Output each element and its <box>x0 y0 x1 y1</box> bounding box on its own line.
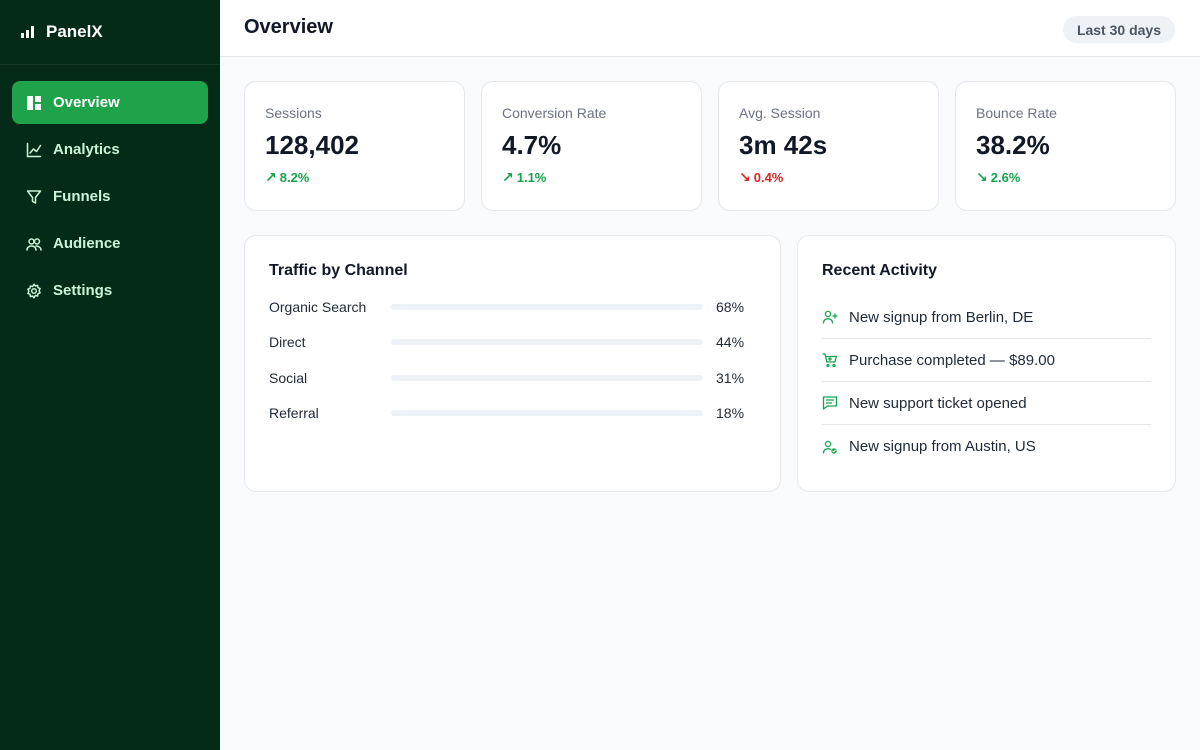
kpi-value: 128,402 <box>265 130 359 160</box>
activity-text: New signup from Austin, US <box>849 438 1036 455</box>
kpi-label: Bounce Rate <box>976 105 1057 121</box>
kpi-delta: ↘ 0.4% <box>739 169 918 186</box>
arrow-down-right-icon: ↘ <box>739 169 751 185</box>
channel-name: Social <box>269 370 308 386</box>
activity-text: New signup from Berlin, DE <box>849 308 1034 326</box>
kpi-card-conversion-rate: Conversion Rate 4.7% ↗ 1.1% <box>481 81 702 211</box>
bar-chart-icon <box>20 25 36 39</box>
panel-title: Recent Activity <box>822 262 937 279</box>
kpi-delta: ↘ 2.6% <box>976 169 1155 186</box>
kpi-label: Sessions <box>265 105 322 121</box>
kpi-card-bounce-rate: Bounce Rate 38.2% ↘ 2.6% <box>955 81 1176 211</box>
dashboard-icon <box>26 95 42 111</box>
line-chart-icon <box>26 142 42 158</box>
activity-item[interactable]: New signup from Berlin, DE <box>822 296 1151 339</box>
kpi-delta: ↗ 8.2% <box>265 169 444 186</box>
channel-name: Direct <box>269 334 306 350</box>
channel-name: Referral <box>269 405 319 421</box>
channel-row: Organic Search 68% <box>269 297 759 317</box>
kpi-card-avg-session: Avg. Session 3m 42s ↘ 0.4% <box>718 81 939 211</box>
gear-icon <box>26 282 42 299</box>
channel-percent: 18% <box>716 405 745 421</box>
sidebar-item-settings[interactable]: Settings <box>12 269 208 312</box>
cart-icon <box>822 352 838 368</box>
channel-percent: 44% <box>716 334 745 350</box>
sidebar-item-label: Funnels <box>53 188 111 205</box>
channel-bar-fill <box>391 375 488 381</box>
kpi-delta-value: 1.1% <box>516 170 547 185</box>
kpi-card-sessions: Sessions 128,402 ↗ 8.2% <box>244 81 465 211</box>
channel-row: Social 31% <box>269 368 759 388</box>
kpi-delta-value: 0.4% <box>753 170 784 185</box>
traffic-panel: Traffic by Channel Organic Search 68% Di… <box>244 235 781 492</box>
user-check-icon <box>822 439 838 455</box>
channel-percent: 68% <box>716 299 745 315</box>
sidebar-item-label: Audience <box>53 235 121 252</box>
kpi-delta-value: 2.6% <box>990 170 1021 185</box>
channel-bar <box>391 410 703 416</box>
kpi-value: 38.2% <box>976 130 1050 160</box>
channel-bar <box>391 339 703 345</box>
kpi-value: 3m 42s <box>739 130 828 160</box>
activity-text: New support ticket opened <box>849 394 1027 412</box>
kpi-label: Avg. Session <box>739 105 821 121</box>
channel-row: Referral 18% <box>269 403 759 423</box>
kpi-delta: ↗ 1.1% <box>502 169 681 186</box>
sidebar-item-analytics[interactable]: Analytics <box>12 128 208 171</box>
sidebar: PanelX Overview Analytics <box>0 0 220 750</box>
sidebar-item-label: Settings <box>53 282 113 299</box>
activity-item[interactable]: New support ticket opened <box>822 382 1151 425</box>
users-icon <box>26 236 42 252</box>
page-title: Overview <box>244 16 333 38</box>
page-header: Overview Last 30 days <box>220 0 1200 57</box>
activity-panel: Recent Activity New signup from Berlin, … <box>797 235 1176 492</box>
kpi-value: 4.7% <box>502 130 562 160</box>
channel-bar-fill <box>391 304 604 310</box>
sidebar-item-funnels[interactable]: Funnels <box>12 175 208 218</box>
channel-bar <box>391 375 703 381</box>
kpi-label: Conversion Rate <box>502 105 607 121</box>
user-plus-icon <box>822 309 838 325</box>
channel-bar <box>391 304 703 310</box>
brand-name: PanelX <box>46 22 103 41</box>
kpi-delta-value: 8.2% <box>279 170 310 185</box>
arrow-up-right-icon: ↗ <box>502 169 514 185</box>
channel-bar-fill <box>391 410 448 416</box>
sidebar-item-overview[interactable]: Overview <box>12 81 208 124</box>
activity-item[interactable]: New signup from Austin, US <box>822 425 1151 468</box>
channel-bar-fill <box>391 339 529 345</box>
date-range-button[interactable]: Last 30 days <box>1062 16 1175 43</box>
channel-name: Organic Search <box>269 299 367 315</box>
message-icon <box>822 395 838 411</box>
activity-item[interactable]: Purchase completed — $89.00 <box>822 339 1151 382</box>
funnel-icon <box>26 189 42 205</box>
sidebar-nav: Overview Analytics Funnels <box>0 65 220 332</box>
arrow-down-right-icon: ↘ <box>976 169 988 185</box>
panel-title: Traffic by Channel <box>269 262 408 279</box>
sidebar-item-label: Overview <box>53 94 120 111</box>
sidebar-item-label: Analytics <box>53 141 120 158</box>
arrow-up-right-icon: ↗ <box>265 169 277 185</box>
channel-percent: 31% <box>716 370 745 386</box>
channel-row: Direct 44% <box>269 332 759 352</box>
sidebar-item-audience[interactable]: Audience <box>12 222 208 265</box>
activity-text: Purchase completed — $89.00 <box>849 351 1055 369</box>
brand[interactable]: PanelX <box>0 0 220 65</box>
